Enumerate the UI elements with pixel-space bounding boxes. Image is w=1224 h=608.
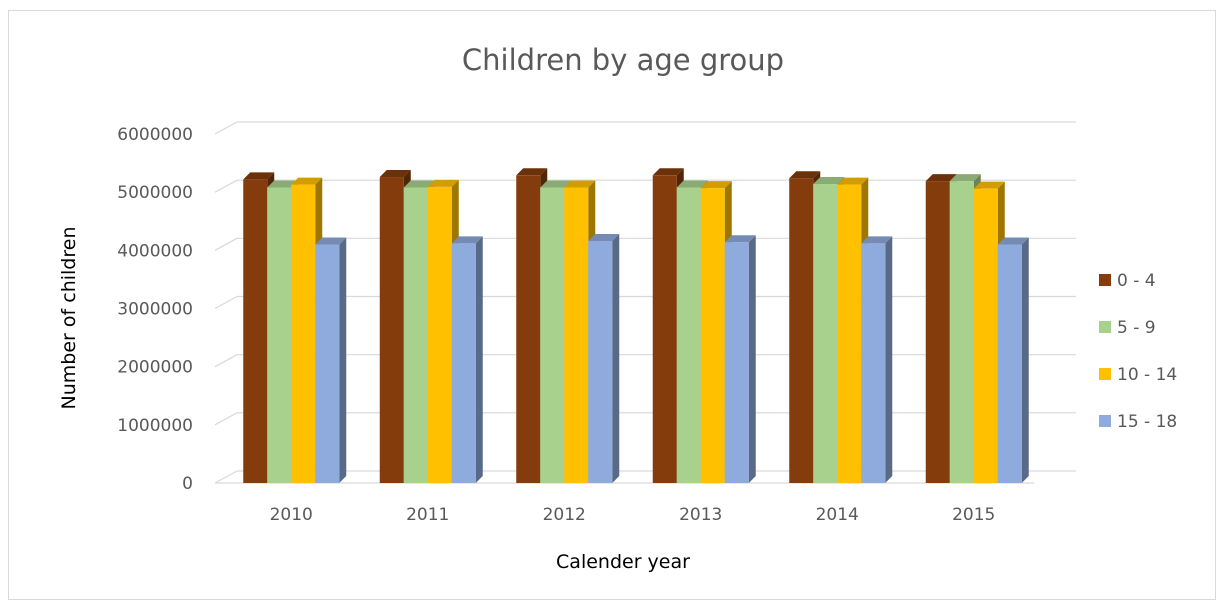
bar-2014-15-18: [861, 236, 893, 483]
gridline-depth: [214, 237, 238, 251]
x-tick-label: 2012: [543, 505, 586, 525]
legend-swatch: [1099, 368, 1111, 380]
x-tick-label: 2010: [270, 505, 313, 525]
bar-2011-15-18: [451, 236, 483, 483]
chart-canvas: 0 1000000 2000000 3000000 4000000 5000000 6000…: [58, 43, 1177, 573]
gridline-depth: [214, 295, 238, 310]
bars: [243, 168, 1029, 484]
y-tick-labels: 0 1000000 2000000 3000000 4000000 5000000 6000…: [117, 125, 193, 494]
legend-swatch: [1099, 274, 1111, 286]
y-tick-label: 4000000: [117, 241, 193, 261]
gridline-depth: [214, 354, 238, 368]
gridline-depth: [214, 121, 238, 135]
bar-2010-15-18: [315, 237, 347, 483]
x-tick-label: 2011: [406, 505, 449, 525]
bar-2015-15-18: [997, 237, 1029, 483]
gridline-depth: [214, 179, 238, 193]
x-tick-label: 2014: [816, 505, 859, 525]
bar-2013-15-18: [724, 235, 756, 483]
y-tick-label: 0: [182, 474, 193, 494]
chart-title: Children by age group: [462, 43, 784, 77]
legend-label: 5 - 9: [1117, 318, 1156, 338]
x-axis-title: Calender year: [556, 551, 690, 573]
x-tick-label: 2013: [679, 505, 722, 525]
gridline-depth: [214, 470, 238, 484]
x-tick-label: 2015: [952, 505, 995, 525]
y-tick-label: 6000000: [117, 125, 193, 145]
legend-label: 10 - 14: [1117, 365, 1177, 385]
chart-area: 0 1000000 2000000 3000000 4000000 5000000 6000…: [8, 10, 1216, 600]
legend: 0 - 4 5 - 9 10 - 14 15 - 18: [1099, 271, 1177, 432]
y-tick-label: 2000000: [117, 358, 193, 378]
y-tick-label: 3000000: [117, 300, 193, 320]
bar-2012-15-18: [588, 234, 620, 483]
gridline-depth: [214, 412, 238, 426]
legend-label: 0 - 4: [1117, 271, 1156, 291]
legend-swatch: [1099, 321, 1111, 333]
bar-2011-5-9: [403, 180, 435, 483]
y-tick-label: 1000000: [117, 416, 193, 436]
y-axis-title: Number of children: [58, 227, 80, 410]
y-tick-label: 5000000: [117, 183, 193, 203]
legend-label: 15 - 18: [1117, 412, 1177, 432]
legend-swatch: [1099, 415, 1111, 427]
x-tick-labels: 2010 2011 2012 2013 2014 2015: [270, 505, 996, 525]
